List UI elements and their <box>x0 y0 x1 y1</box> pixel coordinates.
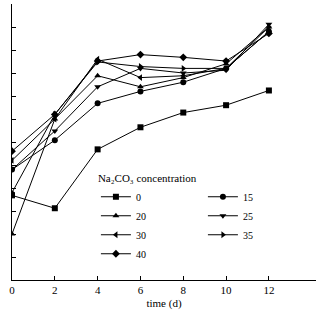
svg-text:35: 35 <box>243 230 253 241</box>
svg-text:2: 2 <box>52 284 58 296</box>
svg-text:6: 6 <box>138 284 144 296</box>
svg-text:time (d): time (d) <box>146 297 181 310</box>
svg-text:12: 12 <box>263 284 274 296</box>
svg-text:20: 20 <box>136 211 146 222</box>
svg-text:30: 30 <box>136 230 146 241</box>
svg-text:15: 15 <box>243 192 253 203</box>
svg-text:Na₂CO₃ concentration: Na₂CO₃ concentration <box>98 172 197 184</box>
svg-text:0: 0 <box>9 284 15 296</box>
svg-text:25: 25 <box>243 211 253 222</box>
svg-text:40: 40 <box>136 249 146 260</box>
svg-text:8: 8 <box>181 284 187 296</box>
svg-text:10: 10 <box>221 284 233 296</box>
svg-text:4: 4 <box>95 284 101 296</box>
svg-text:0: 0 <box>136 192 141 203</box>
